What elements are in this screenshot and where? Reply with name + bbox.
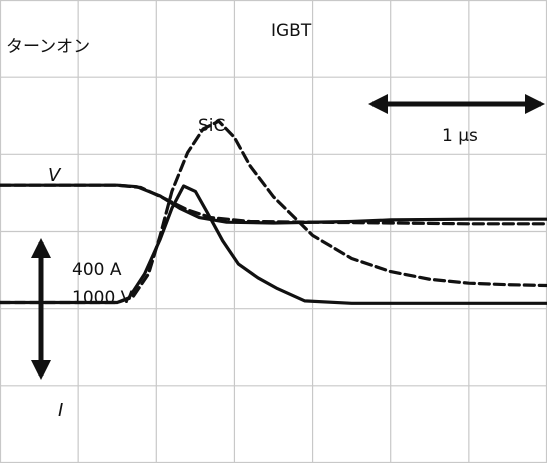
voltage-scale-label: 1000 V — [72, 288, 133, 308]
time-scale-label: 1 μs — [442, 126, 478, 146]
traces — [0, 119, 547, 305]
sic-label: SiC — [198, 116, 225, 136]
igbt-label: IGBT — [271, 21, 312, 41]
chart-title: ターンオン — [6, 37, 90, 57]
trace-igbt-i-dashed — [0, 119, 547, 305]
current-trace-label: I — [58, 400, 63, 421]
trace-sic-v-solid — [0, 183, 547, 225]
trace-sic-i-solid — [0, 184, 547, 305]
voltage-trace-label: V — [48, 165, 62, 186]
current-scale-label: 400 A — [72, 260, 122, 280]
